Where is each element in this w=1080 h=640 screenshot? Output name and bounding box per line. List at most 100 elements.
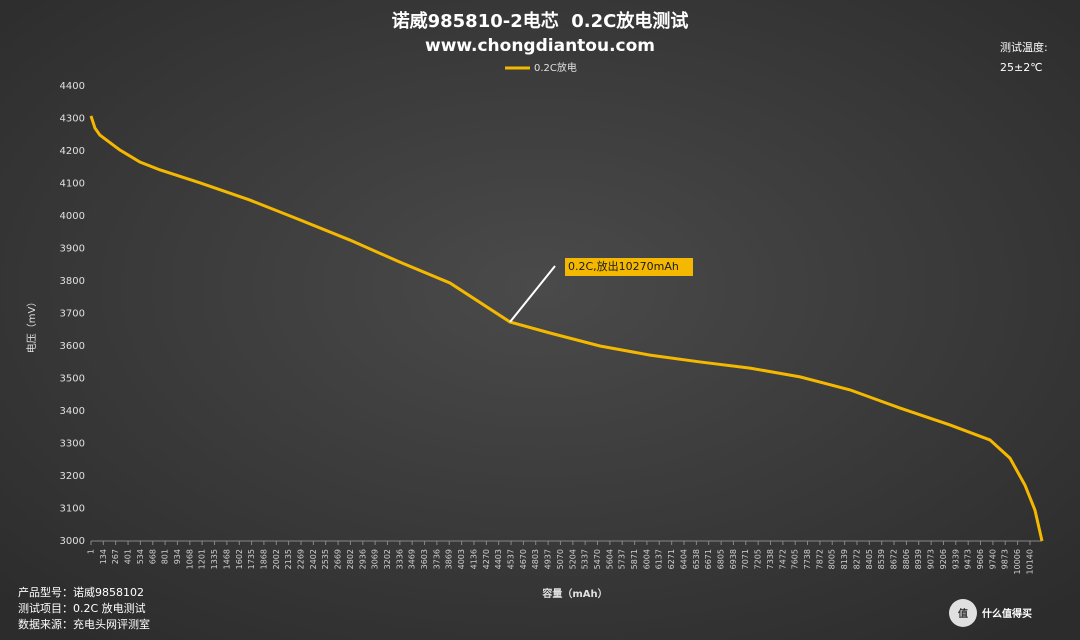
x-tick-label: 7872 [815,549,824,569]
y-tick-label: 4100 [60,179,85,190]
y-tick-label: 3500 [60,374,85,385]
x-tick-label: 5337 [581,549,590,569]
x-tick-label: 1068 [185,549,194,569]
y-tick-label: 3000 [60,536,85,547]
x-tick-label: 9606 [976,549,985,569]
x-tick-label: 401 [124,549,133,564]
x-tick-label: 4803 [531,549,540,569]
x-tick-label: 3869 [445,549,454,569]
x-tick-label: 2535 [321,549,330,569]
x-tick-label: 3202 [383,549,392,569]
x-tick-label: 4270 [482,549,491,569]
x-tick-label: 8672 [890,549,899,569]
x-tick-label: 7738 [803,549,812,569]
x-tick-label: 267 [111,549,120,564]
x-tick-label: 4670 [519,549,528,569]
x-tick-label: 7472 [778,549,787,569]
y-tick-label: 3100 [60,504,85,515]
x-tick-label: 5470 [593,549,602,569]
y-tick-label: 4300 [60,114,85,125]
x-tick-label: 6805 [717,549,726,569]
x-tick-label: 3336 [395,549,404,569]
x-tick-label: 6271 [667,549,676,569]
x-tick-label: 8539 [877,549,886,569]
y-tick-label: 3300 [60,439,85,450]
x-tick-label: 6404 [679,549,688,569]
annotation-box [565,258,693,276]
x-tick-label: 2135 [284,549,293,569]
watermark: 什么值得买 [982,607,1032,620]
x-tick-label: 4403 [494,549,503,569]
x-tick-label: 6004 [642,549,651,569]
x-tick-label: 1468 [222,549,231,569]
x-tick-label: 8005 [828,549,837,569]
x-tick-label: 2936 [358,549,367,569]
x-axis-label: 容量（mAh） [541,587,607,600]
x-tick-label: 3603 [420,549,429,569]
x-tick-label: 4937 [544,549,553,569]
y-tick-label: 3200 [60,471,85,482]
x-tick-label: 9873 [1001,549,1010,569]
x-tick-label: 2402 [309,549,318,569]
x-tick-label: 2802 [346,549,355,569]
x-tick-label: 3736 [432,549,441,569]
y-tick-label: 4000 [60,211,85,222]
x-tick-label: 9073 [927,549,936,569]
x-tick-label: 8139 [840,549,849,569]
x-tick-label: 7338 [766,549,775,569]
x-tick-label: 5070 [556,549,565,569]
x-tick-label: 6538 [692,549,701,569]
y-tick-label: 3400 [60,406,85,417]
annotation: 0.2C,放出10270mAh [568,259,679,273]
watermark-icon-bg [949,599,977,627]
x-tick-label: 534 [136,549,145,564]
x-tick-label: 6938 [729,549,738,569]
x-tick-label: 8272 [852,549,861,569]
y-tick-label: 4200 [60,146,85,157]
chart-subtitle: www.chongdiantou.com [425,36,655,56]
x-tick-label: 8806 [902,549,911,569]
x-tick-label: 8405 [865,549,874,569]
series-line [89,115,1044,542]
annotation-leader [509,265,556,323]
x-tick-label: 7205 [754,549,763,569]
x-tick-label: 8939 [914,549,923,569]
x-tick-label: 801 [161,549,170,564]
note: 测试项目：0.2C 放电测试 [18,601,146,615]
x-tick-label: 1602 [235,549,244,569]
note: 数据来源：充电头网评测室 [18,617,150,631]
x-tick-label: 6137 [655,549,664,569]
temperature: 25±2℃ [1000,61,1043,74]
chart-title: 诺威985810-2电芯 0.2C放电测试 [392,10,689,32]
x-tick-label: 3069 [371,549,380,569]
x-tick-label: 1335 [210,549,219,569]
x-tick-label: 3469 [408,549,417,569]
x-tick-label: 1868 [259,549,268,569]
x-tick-label: 668 [148,549,157,564]
note: 产品型号：诺威9858102 [18,585,144,599]
x-tick-label: 10140 [1025,549,1034,574]
watermark-icon: 值 [958,607,968,620]
y-axis-label: 电压（mV） [25,297,38,354]
legend-label: 0.2C放电 [534,61,577,74]
temperature-label: 测试温度: [1000,40,1048,54]
x-tick-label: 10006 [1013,549,1022,574]
x-tick-label: 9473 [964,549,973,569]
y-tick-label: 3800 [60,276,85,287]
x-tick-label: 9339 [951,549,960,569]
x-tick-label: 5204 [568,549,577,569]
x-tick-label: 5871 [630,549,639,569]
x-tick-label: 2669 [334,549,343,569]
x-tick-label: 7071 [741,549,750,569]
x-tick-label: 5737 [618,549,627,569]
x-tick-label: 2002 [272,549,281,569]
y-tick-label: 3900 [60,244,85,255]
x-tick-label: 9206 [939,549,948,569]
y-tick-label: 3600 [60,341,85,352]
x-tick-label: 4537 [507,549,516,569]
x-tick-label: 1 [87,549,96,554]
y-tick-label: 3700 [60,309,85,320]
x-tick-label: 1735 [247,549,256,569]
